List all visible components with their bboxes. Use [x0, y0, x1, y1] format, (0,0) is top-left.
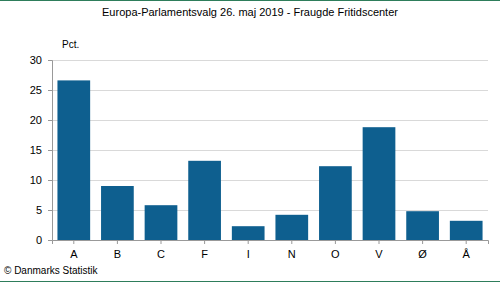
y-tick-label: 15 [30, 144, 42, 156]
x-tick-label: F [201, 248, 208, 260]
x-tick-mark [422, 240, 423, 244]
y-tick-label: 0 [36, 234, 42, 246]
x-tick: Å [463, 240, 471, 260]
x-axis-line [53, 241, 489, 245]
y-tick-mark [48, 120, 52, 121]
y-tick-label: 5 [36, 204, 42, 216]
x-tick-mark [117, 240, 118, 244]
grid-line [52, 150, 488, 151]
grid [52, 61, 488, 241]
y-tick: 15 [30, 144, 52, 156]
grid-line [52, 180, 488, 181]
y-tick-mark [48, 180, 52, 181]
y-tick-mark [48, 210, 52, 211]
x-tick-mark [291, 240, 292, 244]
y-tick-mark [48, 90, 52, 91]
y-tick-label: 10 [30, 174, 42, 186]
x-tick: F [201, 240, 208, 260]
x-tick: A [70, 240, 78, 260]
source-note: © Danmarks Statistik [4, 265, 99, 276]
x-tick-mark [379, 240, 380, 244]
chart: Europa-Parlamentsvalg 26. maj 2019 - Fra… [0, 0, 500, 282]
bar [57, 80, 90, 240]
bar [101, 186, 134, 240]
x-tick: C [157, 240, 165, 260]
x-tick-mark [204, 240, 205, 244]
y-tick-mark [48, 150, 52, 151]
x-tick: O [331, 240, 340, 260]
y-tick: 20 [30, 114, 52, 126]
y-tick: 5 [36, 204, 52, 216]
x-tick-label: V [375, 248, 383, 260]
x-tick: N [288, 240, 296, 260]
bar [363, 127, 396, 240]
top-rule [0, 0, 500, 1]
y-tick: 25 [30, 84, 52, 96]
x-tick-mark [335, 240, 336, 244]
y-tick: 0 [36, 234, 52, 246]
y-tick-label: 25 [30, 84, 42, 96]
x-tick-label: Ø [418, 248, 427, 260]
y-label: Pct. [62, 39, 79, 50]
y-tick-mark [48, 240, 52, 241]
x-tick-mark [73, 240, 74, 244]
x-tick-label: C [157, 248, 165, 260]
x-tick-label: A [70, 248, 78, 260]
bottom-rule [0, 281, 500, 282]
x-tick-mark [248, 240, 249, 244]
x-tick-label: Å [463, 248, 471, 260]
grid-line [52, 60, 488, 61]
bars [57, 80, 482, 240]
x-tick: V [375, 240, 383, 260]
x-tick-label: O [331, 248, 340, 260]
y-tick: 10 [30, 174, 52, 186]
bar [145, 205, 178, 240]
bar [450, 221, 483, 240]
bar [275, 215, 308, 240]
y-axis-line [48, 61, 53, 241]
y-tick: 30 [30, 54, 52, 66]
x-tick: I [247, 240, 250, 260]
y-tick-mark [48, 60, 52, 61]
x-tick: Ø [418, 240, 427, 260]
grid-line [52, 120, 488, 121]
bar [319, 166, 352, 240]
title: Europa-Parlamentsvalg 26. maj 2019 - Fra… [102, 6, 398, 18]
bar [232, 226, 265, 240]
x-tick-label: B [114, 248, 121, 260]
plot: 0 5 10 15 20 25 30 A B C F I N O V Ø Å [30, 54, 489, 260]
x-tick-mark [466, 240, 467, 244]
x-axis: ABCFINOVØÅ [53, 240, 489, 260]
x-tick-label: I [247, 248, 250, 260]
y-tick-label: 20 [30, 114, 42, 126]
y-axis: 0 5 10 15 20 25 30 [30, 54, 53, 246]
grid-line [52, 90, 488, 91]
y-tick-label: 30 [30, 54, 42, 66]
x-tick-mark [161, 240, 162, 244]
x-tick: B [114, 240, 121, 260]
x-tick-label: N [288, 248, 296, 260]
bar [406, 211, 439, 240]
bar [188, 161, 221, 240]
